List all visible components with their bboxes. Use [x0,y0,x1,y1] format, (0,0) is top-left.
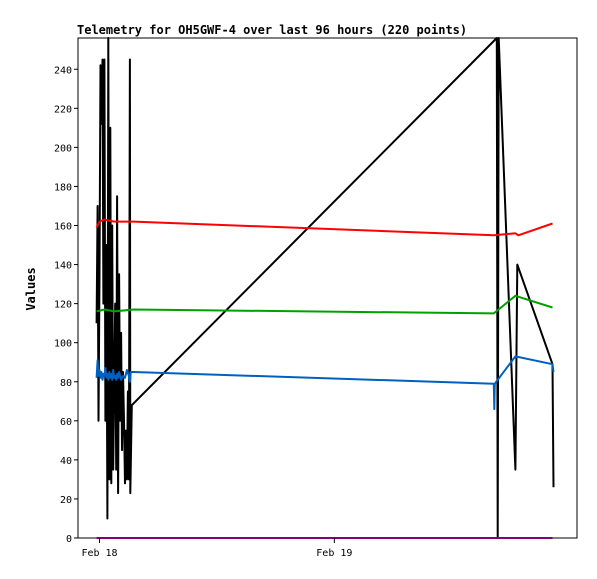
series-line-2 [96,294,553,315]
series-layer [95,37,555,539]
y-tick-label: 120 [54,300,72,311]
series-line-1 [95,218,553,237]
y-tick-label: 80 [60,378,72,389]
y-tick-label: 220 [54,104,72,115]
x-tick-label: Feb 19 [316,548,352,559]
chart-title: Telemetry for OH5GWF-4 over last 96 hour… [77,23,467,37]
y-tick-label: 100 [54,339,72,350]
y-tick-label: 180 [54,182,72,193]
axis-layer: 0 20 40 60 80 100 120 140 160 180 200 220 240 Feb 18 F… [54,65,352,559]
series-line-3 [95,355,555,411]
y-tick-label: 140 [54,261,72,272]
y-tick-label: 20 [60,495,72,506]
y-tick-label: 240 [54,65,72,76]
y-tick-label: 0 [66,534,72,545]
plot-area [77,37,578,539]
y-axis-label: Values [24,267,38,310]
y-tick-label: 200 [54,143,72,154]
series-line-0 [95,37,555,539]
y-tick-label: 60 [60,417,72,428]
y-tick-label: 40 [60,456,72,467]
x-tick-label: Feb 18 [81,548,117,559]
y-tick-label: 160 [54,222,72,233]
